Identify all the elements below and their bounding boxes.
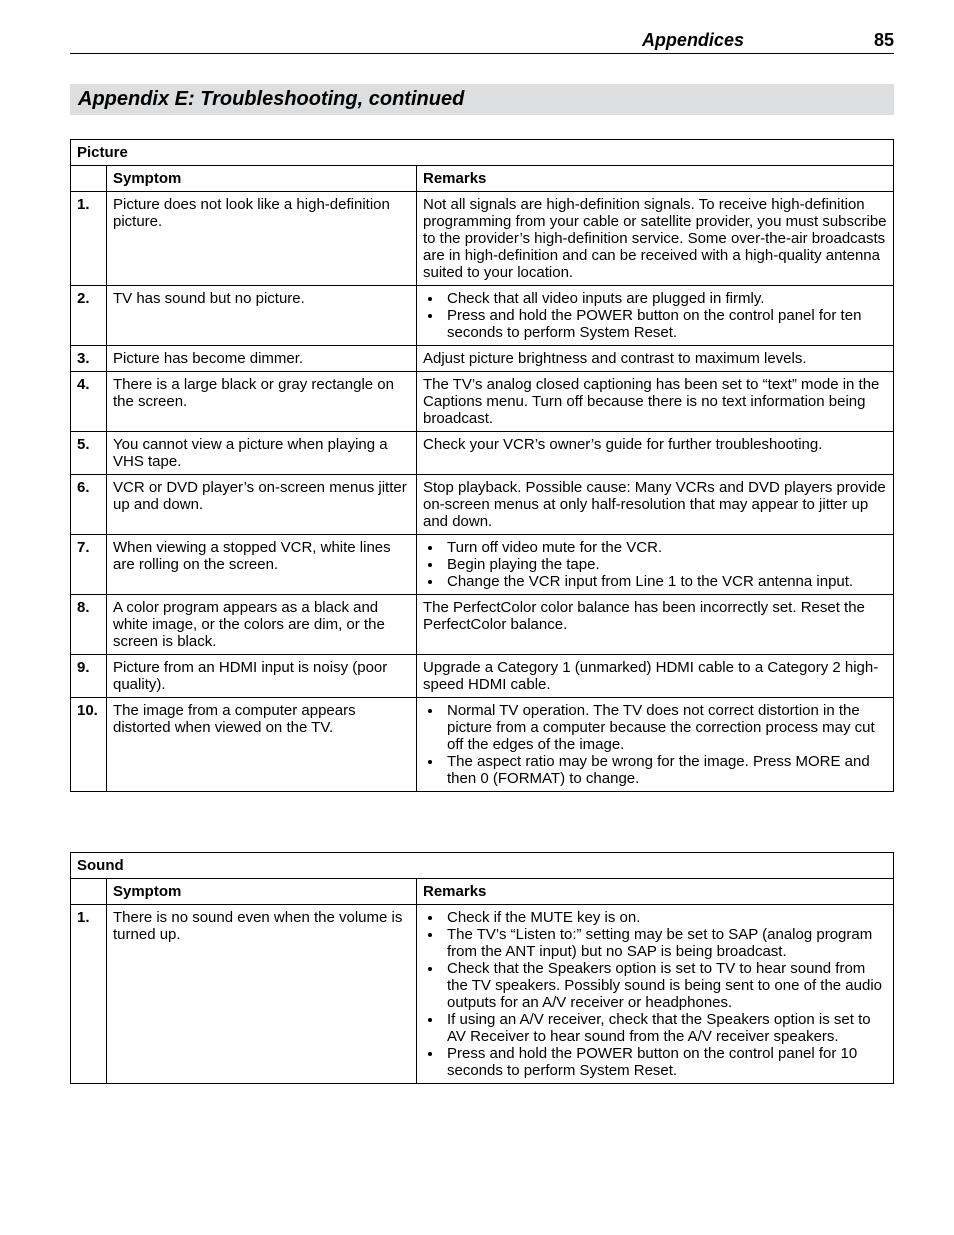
remarks-list: Turn off video mute for the VCR.Begin pl… xyxy=(423,539,887,590)
row-symptom: The image from a computer appears distor… xyxy=(107,698,417,792)
row-remarks: Stop playback. Possible cause: Many VCRs… xyxy=(417,475,894,535)
remarks-list-item: The aspect ratio may be wrong for the im… xyxy=(443,753,887,787)
row-remarks: The TV’s analog closed captioning has be… xyxy=(417,372,894,432)
table-row: 10.The image from a computer appears dis… xyxy=(71,698,894,792)
table-row: 2.TV has sound but no picture. Check that… xyxy=(71,286,894,346)
header-page-number: 85 xyxy=(874,30,894,51)
row-symptom: Picture does not look like a high-defini… xyxy=(107,192,417,286)
row-remarks: Normal TV operation. The TV does not cor… xyxy=(417,698,894,792)
row-number: 1. xyxy=(71,192,107,286)
remarks-list: Normal TV operation. The TV does not cor… xyxy=(423,702,887,787)
row-remarks: Not all signals are high-definition sign… xyxy=(417,192,894,286)
row-remarks: Adjust picture brightness and contrast t… xyxy=(417,346,894,372)
table-sound-col-symptom: Symptom xyxy=(107,879,417,905)
table-row: 1.Picture does not look like a high-defi… xyxy=(71,192,894,286)
table-row: 9.Picture from an HDMI input is noisy (p… xyxy=(71,655,894,698)
table-sound: Sound Symptom Remarks 1.There is no soun… xyxy=(70,852,894,1084)
row-remarks: Turn off video mute for the VCR.Begin pl… xyxy=(417,535,894,595)
row-symptom: A color program appears as a black and w… xyxy=(107,595,417,655)
remarks-list-item: Check if the MUTE key is on. xyxy=(443,909,887,926)
row-symptom: VCR or DVD player’s on-screen menus jitt… xyxy=(107,475,417,535)
table-picture: Picture Symptom Remarks 1.Picture does n… xyxy=(70,139,894,792)
row-symptom: Picture from an HDMI input is noisy (poo… xyxy=(107,655,417,698)
row-remarks: The PerfectColor color balance has been … xyxy=(417,595,894,655)
remarks-list-item: Begin playing the tape. xyxy=(443,556,887,573)
row-symptom: There is a large black or gray rectangle… xyxy=(107,372,417,432)
table-picture-col-num xyxy=(71,166,107,192)
row-number: 5. xyxy=(71,432,107,475)
row-remarks: Check that all video inputs are plugged … xyxy=(417,286,894,346)
page: Appendices 85 Appendix E: Troubleshootin… xyxy=(0,0,954,1235)
section-heading-band: Appendix E: Troubleshooting, continued xyxy=(70,84,894,115)
remarks-list: Check if the MUTE key is on.The TV’s “Li… xyxy=(423,909,887,1079)
row-number: 6. xyxy=(71,475,107,535)
row-number: 9. xyxy=(71,655,107,698)
row-number: 4. xyxy=(71,372,107,432)
table-row: 1.There is no sound even when the volume… xyxy=(71,905,894,1084)
row-number: 10. xyxy=(71,698,107,792)
row-symptom: When viewing a stopped VCR, white lines … xyxy=(107,535,417,595)
row-number: 8. xyxy=(71,595,107,655)
table-sound-col-num xyxy=(71,879,107,905)
table-row: 5.You cannot view a picture when playing… xyxy=(71,432,894,475)
row-symptom: You cannot view a picture when playing a… xyxy=(107,432,417,475)
page-header: Appendices 85 xyxy=(70,30,894,54)
row-remarks: Check your VCR’s owner’s guide for furth… xyxy=(417,432,894,475)
header-section-label: Appendices xyxy=(642,30,744,51)
remarks-list-item: Normal TV operation. The TV does not cor… xyxy=(443,702,887,753)
row-remarks: Upgrade a Category 1 (unmarked) HDMI cab… xyxy=(417,655,894,698)
remarks-list-item: If using an A/V receiver, check that the… xyxy=(443,1011,887,1045)
remarks-list-item: Turn off video mute for the VCR. xyxy=(443,539,887,556)
table-row: 4.There is a large black or gray rectang… xyxy=(71,372,894,432)
table-sound-title: Sound xyxy=(71,853,894,879)
remarks-list-item: Change the VCR input from Line 1 to the … xyxy=(443,573,887,590)
remarks-list-item: Press and hold the POWER button on the c… xyxy=(443,307,887,341)
table-picture-body: 1.Picture does not look like a high-defi… xyxy=(71,192,894,792)
table-sound-col-remarks: Remarks xyxy=(417,879,894,905)
row-remarks: Check if the MUTE key is on.The TV’s “Li… xyxy=(417,905,894,1084)
table-row: 7.When viewing a stopped VCR, white line… xyxy=(71,535,894,595)
row-symptom: TV has sound but no picture. xyxy=(107,286,417,346)
remarks-list-item: The TV’s “Listen to:” setting may be set… xyxy=(443,926,887,960)
table-sound-body: 1.There is no sound even when the volume… xyxy=(71,905,894,1084)
row-number: 2. xyxy=(71,286,107,346)
remarks-list-item: Press and hold the POWER button on the c… xyxy=(443,1045,887,1079)
table-row: 6.VCR or DVD player’s on-screen menus ji… xyxy=(71,475,894,535)
table-picture-col-symptom: Symptom xyxy=(107,166,417,192)
table-row: 8.A color program appears as a black and… xyxy=(71,595,894,655)
table-picture-col-remarks: Remarks xyxy=(417,166,894,192)
remarks-list: Check that all video inputs are plugged … xyxy=(423,290,887,341)
table-row: 3.Picture has become dimmer.Adjust pictu… xyxy=(71,346,894,372)
row-number: 7. xyxy=(71,535,107,595)
row-number: 3. xyxy=(71,346,107,372)
table-picture-title: Picture xyxy=(71,140,894,166)
remarks-list-item: Check that all video inputs are plugged … xyxy=(443,290,887,307)
row-symptom: There is no sound even when the volume i… xyxy=(107,905,417,1084)
row-number: 1. xyxy=(71,905,107,1084)
row-symptom: Picture has become dimmer. xyxy=(107,346,417,372)
section-heading: Appendix E: Troubleshooting, continued xyxy=(78,88,464,110)
remarks-list-item: Check that the Speakers option is set to… xyxy=(443,960,887,1011)
